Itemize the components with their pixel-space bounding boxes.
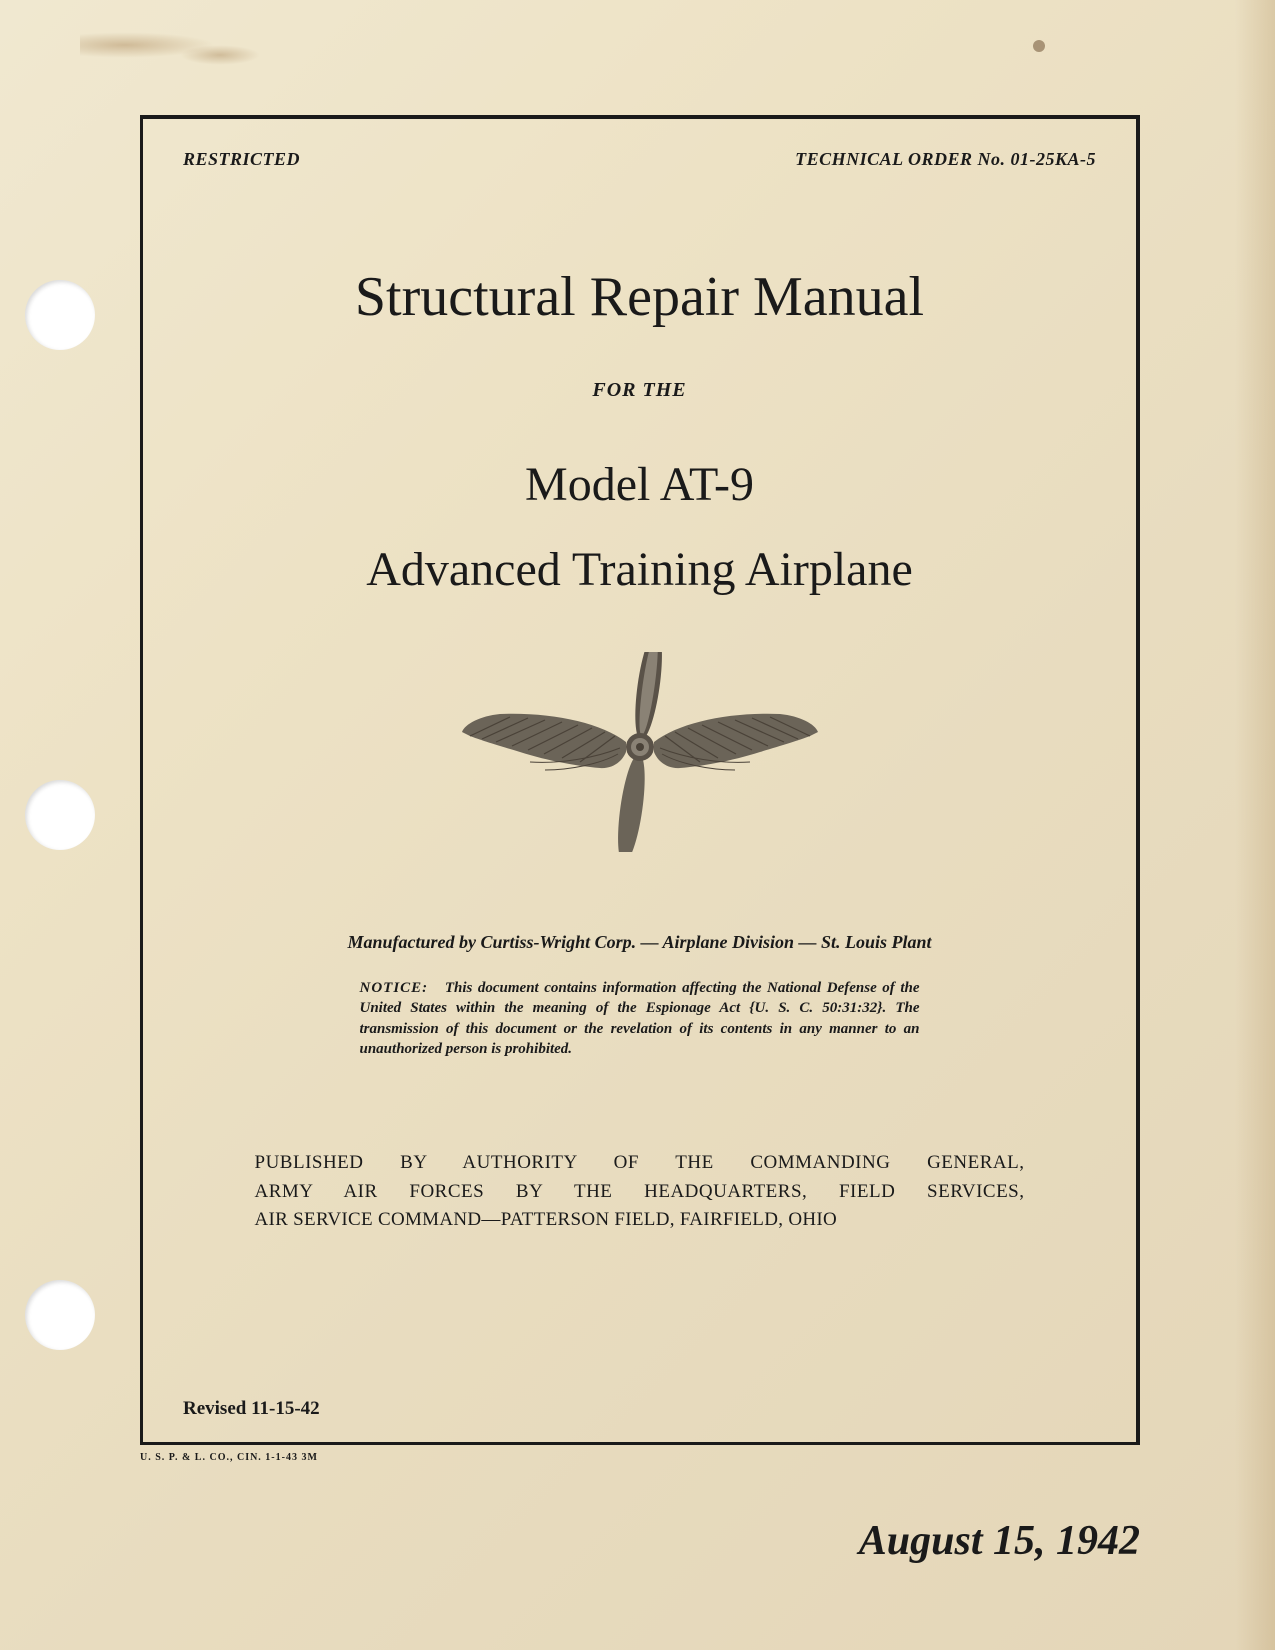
model-designation: Model AT-9 [183,457,1096,512]
notice-label: NOTICE: [360,980,429,996]
punch-hole [25,280,95,350]
page-stain [180,45,260,65]
title-connector: FOR THE [183,379,1096,402]
notice-text: This document contains information affec… [360,980,920,1057]
publisher-block: PUBLISHED BY AUTHORITY OF THE COMMANDING… [255,1149,1025,1235]
header-row: RESTRICTED TECHNICAL ORDER No. 01-25KA-5 [183,149,1096,170]
title-main: Structural Repair Manual [183,265,1096,329]
document-frame: RESTRICTED TECHNICAL ORDER No. 01-25KA-5… [140,115,1140,1445]
page-edge-shadow [1235,0,1275,1650]
footer-date: August 15, 1942 [859,1517,1140,1565]
emblem-container [183,652,1096,857]
punch-hole [25,1280,95,1350]
punch-hole [25,780,95,850]
tech-order-number: TECHNICAL ORDER No. 01-25KA-5 [795,149,1096,170]
classification-label: RESTRICTED [183,149,300,170]
publisher-line-2: ARMY AIR FORCES BY THE HEADQUARTERS, FIE… [255,1178,1025,1207]
printer-info: U. S. P. & L. CO., CIN. 1-1-43 3M [140,1452,318,1463]
publisher-line-1: PUBLISHED BY AUTHORITY OF THE COMMANDING… [255,1149,1025,1178]
page-stain-dot [1033,40,1045,52]
army-air-forces-emblem-icon [450,652,830,852]
security-notice: NOTICE: This document contains informati… [360,978,920,1059]
revision-date: Revised 11-15-42 [183,1398,320,1420]
subtitle: Advanced Training Airplane [183,542,1096,597]
publisher-line-3: AIR SERVICE COMMAND—PATTERSON FIELD, FAI… [255,1206,1025,1235]
manufacturer-line: Manufactured by Curtiss-Wright Corp. — A… [183,932,1096,953]
